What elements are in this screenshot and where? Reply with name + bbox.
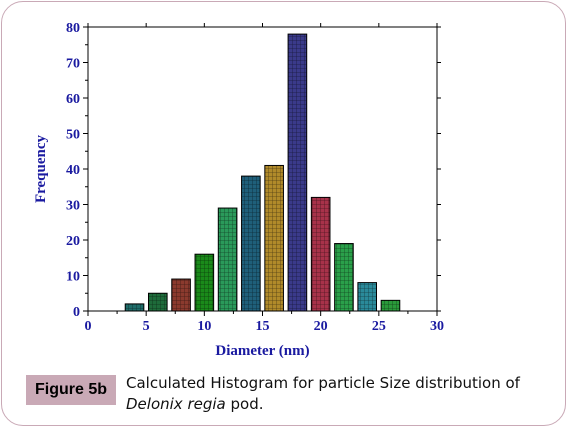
- bar-hatch: [357, 282, 378, 312]
- bar-5: [241, 175, 261, 312]
- x-tick-label: 20: [314, 319, 328, 334]
- caption-text-part1: Calculated Histogram for particle Size d…: [126, 374, 520, 392]
- x-tick-label: 0: [85, 319, 92, 334]
- bar-hatch: [310, 196, 331, 312]
- axis-ticks: 0 5 10 15 20 25 30 0 10 20 30 40 50 60 70 80: [66, 21, 444, 334]
- x-axis-label: Diameter (nm): [215, 343, 309, 359]
- bar-hatch: [217, 207, 238, 312]
- y-tick-label: 60: [66, 92, 80, 107]
- y-tick-label: 80: [66, 21, 80, 36]
- bar-11: [380, 299, 401, 312]
- plot-area: [87, 26, 438, 312]
- x-tick-label: 5: [143, 319, 150, 334]
- bar-hatch: [264, 164, 284, 312]
- bar-hatch: [194, 253, 215, 312]
- bar-2: [171, 278, 191, 312]
- x-tick-label: 30: [430, 319, 444, 334]
- y-tick-label: 30: [66, 199, 80, 214]
- y-tick-label: 40: [66, 163, 80, 178]
- caption-species: Delonix regia: [126, 395, 226, 413]
- bar-1: [147, 292, 168, 312]
- y-tick-label: 70: [66, 57, 80, 72]
- bar-hatch: [241, 175, 261, 312]
- y-tick-label: 20: [66, 234, 80, 249]
- bar-hatch: [124, 303, 145, 312]
- bar-hatch: [380, 299, 401, 312]
- y-axis-label: Frequency: [33, 134, 49, 203]
- caption-text-part2: pod.: [225, 395, 264, 413]
- bar-hatch: [287, 33, 308, 312]
- bar-4: [217, 207, 238, 312]
- bar-0: [124, 303, 145, 312]
- bar-7: [287, 33, 308, 312]
- bars-group: [124, 33, 401, 312]
- bar-hatch: [334, 243, 354, 312]
- figure-caption: Figure 5b Calculated Histogram for parti…: [26, 373, 556, 423]
- figure-label: Figure 5b: [26, 375, 116, 405]
- caption-text: Calculated Histogram for particle Size d…: [126, 373, 556, 415]
- bar-9: [334, 243, 354, 312]
- x-tick-label: 15: [256, 319, 270, 334]
- y-tick-label: 50: [66, 128, 80, 143]
- bar-8: [310, 196, 331, 312]
- bar-3: [194, 253, 215, 312]
- bar-10: [357, 282, 378, 312]
- x-tick-label: 25: [372, 319, 386, 334]
- bar-hatch: [171, 278, 191, 312]
- y-tick-label: 10: [66, 270, 80, 285]
- bar-hatch: [147, 292, 168, 312]
- x-tick-label: 10: [197, 319, 211, 334]
- y-tick-label: 0: [73, 305, 80, 320]
- histogram-chart: 0 5 10 15 20 25 30 0 10 20 30 40 50 60 70 80 Diameter (…: [33, 21, 444, 359]
- bar-6: [264, 164, 284, 312]
